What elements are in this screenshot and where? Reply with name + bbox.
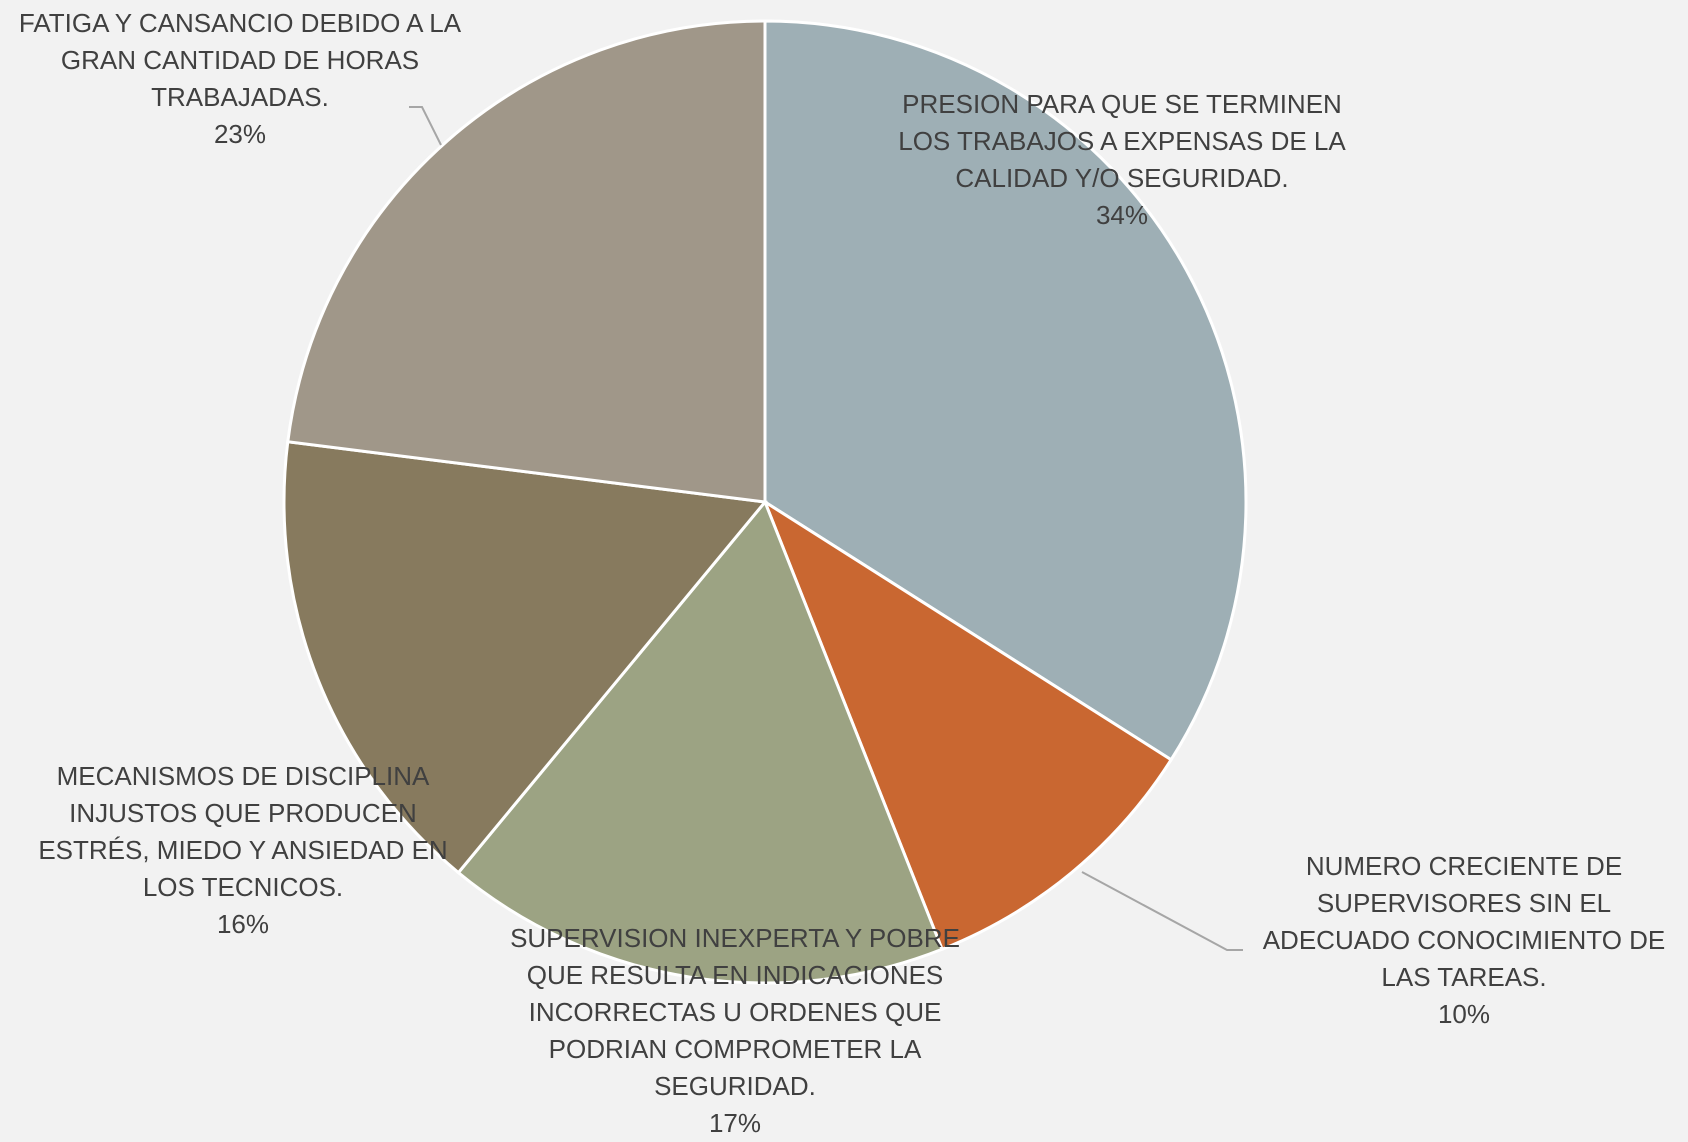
data-label: PRESION PARA QUE SE TERMINEN LOS TRABAJO… [897,86,1347,234]
data-label: SUPERVISION INEXPERTA Y POBRE QUE RESULT… [508,920,963,1142]
leader-line [1081,871,1243,951]
category-label: MECANISMOS DE DISCIPLINA INJUSTOS QUE PR… [38,761,448,902]
leader-line [409,106,442,146]
value-label: 10% [1437,999,1491,1029]
category-label: PRESION PARA QUE SE TERMINEN LOS TRABAJO… [898,89,1346,193]
data-label: MECANISMOS DE DISCIPLINA INJUSTOS QUE PR… [12,758,475,943]
category-label: FATIGA Y CANSANCIO DEBIDO A LA GRAN CANT… [18,8,462,112]
slice [763,19,1248,762]
slice [286,19,767,504]
value-label: 17% [708,1108,762,1138]
value-label: 23% [213,119,267,149]
value-label: 34% [1095,200,1149,230]
slice [282,440,768,875]
slices [282,19,1248,985]
slice [456,499,945,985]
category-label: SUPERVISION INEXPERTA Y POBRE QUE RESULT… [510,923,960,1101]
slice [761,498,1174,952]
data-label: NUMERO CRECIENTE DE SUPERVISORES SIN EL … [1244,848,1684,1033]
category-label: NUMERO CRECIENTE DE SUPERVISORES SIN EL … [1262,851,1666,992]
value-label: 16% [216,909,270,939]
data-label: FATIGA Y CANSANCIO DEBIDO A LA GRAN CANT… [3,5,477,153]
